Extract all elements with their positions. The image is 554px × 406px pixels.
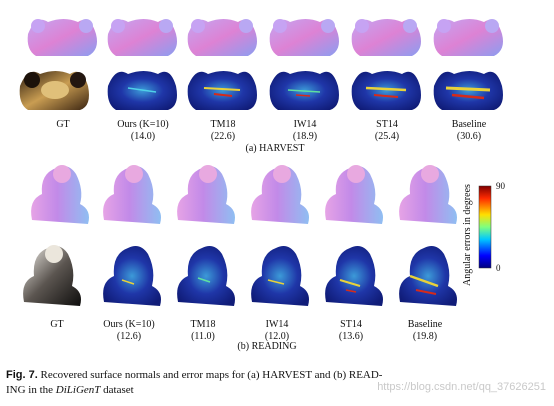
reading-err-ours: (12.6) [116, 331, 142, 342]
harvest-col-tm18: TM18 [210, 119, 236, 130]
caption-fig-number: Fig. 7. [6, 369, 38, 381]
reading-error-baseline [399, 246, 457, 306]
harvest-subcaption: (a) HARVEST [245, 143, 305, 154]
harvest-err-iw14: (18.9) [292, 131, 318, 142]
harvest-error-row [19, 71, 503, 110]
reading-col-gt: GT [50, 319, 64, 330]
colorbar [478, 185, 492, 269]
reading-col-ours: Ours (K=10) [103, 319, 155, 330]
harvest-error-st14 [351, 71, 421, 110]
reading-err-tm18: (11.0) [191, 331, 215, 342]
caption-dataset-name: DiLiGenT [55, 384, 101, 396]
reading-subcaption: (b) READING [237, 341, 297, 352]
harvest-normal-iw14 [269, 19, 339, 56]
harvest-err-baseline: (30.6) [456, 131, 482, 142]
reading-normal-iw14 [251, 165, 309, 224]
harvest-error-baseline [433, 71, 503, 110]
caption-text-3: dataset [103, 384, 134, 396]
harvest-normal-tm18 [187, 19, 257, 56]
harvest-normal-gt [27, 19, 97, 56]
harvest-normal-ours [107, 19, 177, 56]
reading-normal-ours [103, 165, 161, 224]
colorbar-max: 90 [496, 181, 505, 191]
reading-err-st14: (13.6) [338, 331, 364, 342]
harvest-normal-row [27, 19, 503, 56]
reading-error-row [23, 245, 457, 306]
reading-err-iw14: (12.0) [264, 331, 290, 342]
figure-caption: Fig. 7. Recovered surface normals and er… [6, 368, 546, 398]
reading-error-iw14 [251, 246, 309, 306]
harvest-col-baseline: Baseline [451, 119, 487, 130]
caption-text-2: ING in the [6, 384, 54, 396]
reading-normal-baseline [399, 165, 457, 224]
harvest-col-st14: ST14 [376, 119, 398, 130]
harvest-gt-image [19, 71, 89, 110]
reading-col-baseline: Baseline [407, 319, 443, 330]
caption-text-1: Recovered surface normals and error maps… [40, 369, 383, 381]
harvest-err-ours: (14.0) [130, 131, 156, 142]
reading-normal-row [31, 165, 457, 224]
reading-error-st14 [325, 246, 383, 306]
harvest-err-st14: (25.4) [374, 131, 400, 142]
harvest-col-iw14: IW14 [293, 119, 317, 130]
reading-col-iw14: IW14 [265, 319, 289, 330]
harvest-col-gt: GT [56, 119, 70, 130]
watermark: https://blog.csdn.net/qq_37626251 [377, 381, 546, 393]
harvest-normal-st14 [351, 19, 421, 56]
reading-col-st14: ST14 [340, 319, 362, 330]
harvest-error-ours [107, 71, 177, 110]
reading-error-tm18 [177, 246, 235, 306]
reading-error-ours [103, 246, 161, 306]
harvest-err-tm18: (22.6) [210, 131, 236, 142]
reading-normal-tm18 [177, 165, 235, 224]
reading-col-tm18: TM18 [190, 319, 216, 330]
reading-normal-st14 [325, 165, 383, 224]
reading-normal-gt [31, 165, 89, 224]
harvest-normal-baseline [433, 19, 503, 56]
harvest-error-tm18 [187, 71, 257, 110]
colorbar-title: Angular errors in degrees [462, 184, 473, 286]
reading-err-baseline: (19.8) [412, 331, 438, 342]
harvest-error-iw14 [269, 71, 339, 110]
colorbar-min: 0 [496, 263, 501, 273]
reading-gt-image [23, 245, 81, 306]
harvest-col-ours: Ours (K=10) [117, 119, 169, 130]
